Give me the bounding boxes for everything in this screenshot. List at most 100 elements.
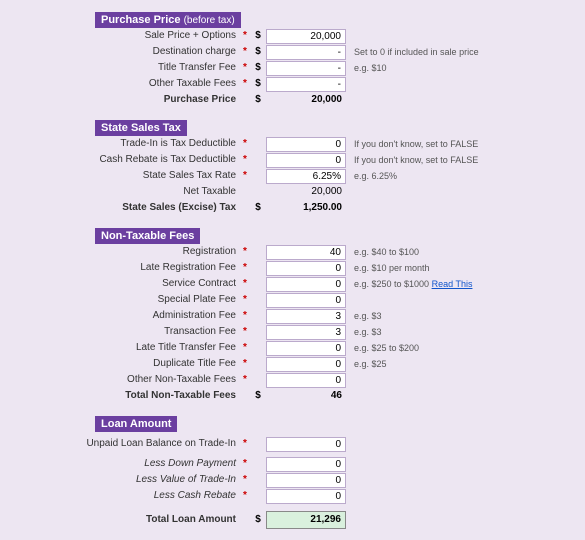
loan-total-row: Total Loan Amount $ 21,296 [0, 512, 585, 528]
table-row: Net Taxable 20,000 [0, 184, 585, 200]
hint-text: e.g. $40 to $100 [346, 244, 546, 260]
currency-symbol: $ [250, 44, 266, 60]
field-label: Late Title Transfer Fee [0, 340, 240, 356]
purchase-total-row: Purchase Price $ 20,000 [0, 92, 585, 108]
net-taxable-value: 20,000 [266, 184, 346, 200]
currency-symbol: $ [250, 60, 266, 76]
currency-symbol: $ [250, 28, 266, 44]
hint-text: Set to 0 if included in sale price [346, 44, 546, 60]
sales-tax-rate-input[interactable]: 6.25% [266, 169, 346, 184]
hint-text: e.g. 6.25% [346, 168, 546, 184]
hint-text: e.g. $25 [346, 356, 546, 372]
table-row: Title Transfer Fee * $ - e.g. $10 [0, 60, 585, 76]
table-row: Cash Rebate is Tax Deductible * 0 If you… [0, 152, 585, 168]
spacer [0, 404, 585, 412]
field-label: Other Non-Taxable Fees [0, 372, 240, 388]
hint-text: e.g. $10 [346, 60, 546, 76]
currency-symbol: $ [250, 512, 266, 528]
required-marker: * [240, 244, 250, 260]
required-marker: * [240, 168, 250, 184]
spreadsheet-area: Purchase Price (before tax) Sale Price +… [0, 0, 585, 540]
unpaid-loan-balance-input[interactable]: 0 [266, 437, 346, 452]
field-label: Less Down Payment [0, 456, 240, 472]
total-label: State Sales (Excise) Tax [0, 200, 240, 216]
table-row: Service Contract* 0e.g. $250 to $1000 Rea… [0, 276, 585, 292]
table-row: Transaction Fee*3e.g. $3 [0, 324, 585, 340]
table-row: Registration* 40e.g. $40 to $100 [0, 244, 585, 260]
tax-total-row: State Sales (Excise) Tax $ 1,250.00 [0, 200, 585, 216]
hint-text: If you don't know, set to FALSE [346, 152, 546, 168]
required-marker: * [240, 276, 250, 292]
hint-text: e.g. $25 to $200 [346, 340, 546, 356]
sale-price-input[interactable]: 20,000 [266, 29, 346, 44]
total-label: Total Non-Taxable Fees [0, 388, 240, 404]
hint-text: e.g. $10 per month [346, 260, 546, 276]
loan-rows: Unpaid Loan Balance on Trade-In * 0 Less… [0, 436, 585, 528]
field-label: Cash Rebate is Tax Deductible [0, 152, 240, 168]
section-title: Non-Taxable Fees [101, 230, 194, 242]
required-marker: * [240, 308, 250, 324]
field-label: Late Registration Fee [0, 260, 240, 276]
table-row: Destination charge * $ - Set to 0 if inc… [0, 44, 585, 60]
field-label: State Sales Tax Rate [0, 168, 240, 184]
required-marker: * [240, 372, 250, 388]
purchase-total-value: 20,000 [266, 92, 346, 108]
hint-text: e.g. $3 [346, 324, 546, 340]
table-row: Administration Fee* 3e.g. $3 [0, 308, 585, 324]
table-row: Special Plate Fee* 0 [0, 292, 585, 308]
other-taxable-fees-input[interactable]: - [266, 77, 346, 92]
section-title: State Sales Tax [101, 122, 181, 134]
tradein-deductible-input[interactable]: 0 [266, 137, 346, 152]
service-contract-input[interactable]: 0 [266, 277, 346, 292]
fees-total-row: Total Non-Taxable Fees $ 46 [0, 388, 585, 404]
title-transfer-fee-input[interactable]: - [266, 61, 346, 76]
table-row: Less Down Payment * 0 [0, 456, 585, 472]
other-nontax-fees-input[interactable]: 0 [266, 373, 346, 388]
table-row: Other Taxable Fees * $ - [0, 76, 585, 92]
field-label: Other Taxable Fees [0, 76, 240, 92]
field-label: Title Transfer Fee [0, 60, 240, 76]
field-label: Registration [0, 244, 240, 260]
required-marker: * [240, 60, 250, 76]
tax-rows: Trade-In is Tax Deductible * 0 If you do… [0, 136, 585, 216]
required-marker: * [240, 436, 250, 452]
read-this-link[interactable]: Read This [432, 279, 473, 289]
currency-symbol: $ [250, 200, 266, 216]
required-marker: * [240, 76, 250, 92]
field-label: Special Plate Fee [0, 292, 240, 308]
fees-rows: Registration*40e.g. $40 to $100 Late Reg… [0, 244, 585, 404]
required-marker: * [240, 44, 250, 60]
field-label: Service Contract [0, 276, 240, 292]
cash-rebate-deductible-input[interactable]: 0 [266, 153, 346, 168]
currency-symbol: $ [250, 388, 266, 404]
duplicate-title-input[interactable]: 0 [266, 357, 346, 372]
late-title-transfer-input[interactable]: 0 [266, 341, 346, 356]
less-cash-rebate-input[interactable]: 0 [266, 489, 346, 504]
destination-charge-input[interactable]: - [266, 45, 346, 60]
registration-input[interactable]: 40 [266, 245, 346, 260]
transaction-fee-input[interactable]: 3 [266, 325, 346, 340]
currency-symbol: $ [250, 92, 266, 108]
admin-fee-input[interactable]: 3 [266, 309, 346, 324]
loan-total-value: 21,296 [266, 511, 346, 529]
special-plate-input[interactable]: 0 [266, 293, 346, 308]
tax-total-value: 1,250.00 [266, 200, 346, 216]
required-marker: * [240, 28, 250, 44]
less-down-payment-input[interactable]: 0 [266, 457, 346, 472]
required-marker: * [240, 488, 250, 504]
hint-text: e.g. $250 to $1000 Read This [346, 276, 546, 292]
currency-symbol: $ [250, 76, 266, 92]
field-label: Net Taxable [0, 184, 240, 200]
total-label: Purchase Price [0, 92, 240, 108]
late-registration-input[interactable]: 0 [266, 261, 346, 276]
purchase-rows: Sale Price + Options * $ 20,000 Destinat… [0, 28, 585, 108]
required-marker: * [240, 456, 250, 472]
hint-text: e.g. $3 [346, 308, 546, 324]
less-tradein-value-input[interactable]: 0 [266, 473, 346, 488]
spacer [0, 216, 585, 224]
required-marker: * [240, 292, 250, 308]
field-label: Destination charge [0, 44, 240, 60]
field-label: Duplicate Title Fee [0, 356, 240, 372]
field-label: Administration Fee [0, 308, 240, 324]
table-row: Sale Price + Options * $ 20,000 [0, 28, 585, 44]
